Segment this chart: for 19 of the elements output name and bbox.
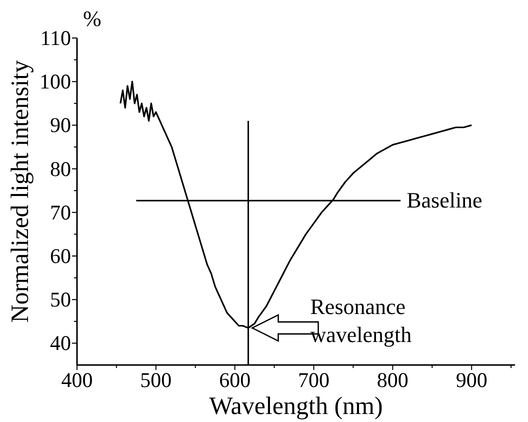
- x-tick-label: 500: [140, 368, 172, 392]
- x-tick-label: 700: [298, 368, 330, 392]
- annotation: Resonance wavelength: [310, 294, 412, 347]
- x-tick-label: 900: [456, 368, 488, 392]
- x-tick-label: 800: [376, 368, 408, 392]
- y-tick-label: 70: [50, 200, 71, 224]
- y-tick-label: 90: [50, 113, 71, 138]
- y-tick-label: 50: [50, 288, 71, 312]
- y-tick-label: 100: [40, 70, 71, 94]
- y-tick-label: 80: [50, 156, 71, 181]
- y-tick-label: 60: [50, 244, 71, 268]
- y-tick-label: 40: [50, 331, 71, 356]
- ref-line-label: Baseline: [406, 188, 482, 213]
- y-axis-title: Normalized light intensity: [7, 60, 34, 323]
- text: %: [83, 6, 102, 31]
- x-tick-label: 600: [219, 368, 251, 392]
- x-axis-title: Wavelength (nm): [209, 393, 383, 420]
- y-tick-label: 110: [40, 26, 71, 50]
- x-tick-label: 400: [61, 368, 93, 392]
